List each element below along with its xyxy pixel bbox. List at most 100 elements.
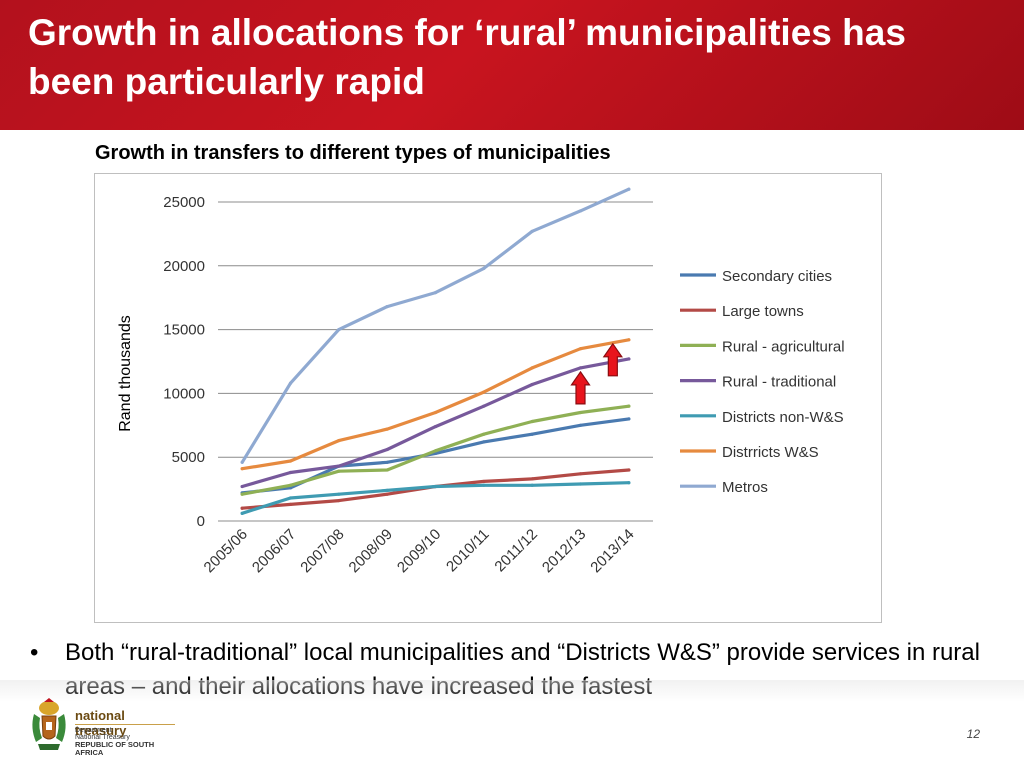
data-point [578, 209, 583, 213]
data-point [288, 483, 293, 487]
data-point [482, 479, 486, 484]
data-point [482, 404, 486, 408]
data-point [530, 483, 534, 487]
chart-heading: Growth in transfers to different types o… [95, 142, 611, 164]
data-point [578, 410, 583, 415]
legend-label: Rural - agricultural [722, 338, 845, 355]
data-point [482, 483, 486, 487]
data-point [627, 417, 631, 421]
data-point [578, 423, 583, 427]
y-axis-label: Rand thousands [117, 315, 134, 432]
data-point [627, 468, 631, 472]
x-tick-label: 2006/07 [249, 526, 299, 576]
data-point [240, 511, 244, 515]
y-tick-label: 15000 [163, 322, 205, 339]
national-treasury-logo: national treasury Department: National T… [28, 698, 178, 757]
x-tick-label: 2009/10 [394, 526, 444, 576]
y-tick-label: 0 [197, 513, 205, 530]
data-point [433, 424, 438, 429]
data-point [385, 460, 389, 464]
x-tick-label: 2013/14 [587, 526, 637, 576]
legend-label: Rural - traditional [722, 374, 836, 391]
dept-line-2: National Treasury [75, 734, 130, 741]
data-point [530, 477, 534, 481]
data-point [337, 328, 341, 332]
data-point [337, 439, 341, 443]
data-point [240, 506, 244, 510]
x-tick-label: 2010/11 [443, 526, 493, 576]
data-point [530, 366, 534, 370]
data-point [240, 460, 244, 464]
data-point [433, 449, 438, 453]
data-point [433, 484, 438, 489]
data-point [482, 266, 486, 270]
data-point [288, 496, 293, 500]
data-point [578, 366, 583, 370]
bullet-text: Both “rural-traditional” local municipal… [65, 639, 980, 700]
data-point [578, 347, 583, 351]
y-tick-label: 25000 [163, 194, 205, 211]
data-point [385, 488, 389, 492]
data-point [578, 482, 583, 486]
data-point [530, 382, 534, 387]
data-point [482, 432, 486, 436]
data-point [385, 447, 389, 452]
data-point [433, 410, 438, 415]
slide-title: Growth in allocations for ‘rural’ munici… [28, 12, 906, 102]
x-tick-label: 2011/12 [491, 526, 541, 576]
data-point [240, 484, 244, 489]
data-point [627, 404, 631, 408]
series-line [240, 187, 631, 464]
data-point [530, 419, 534, 424]
data-point [385, 468, 389, 472]
y-tick-label: 20000 [163, 258, 205, 275]
data-point [530, 229, 534, 233]
legend-label: Distrricts W&S [722, 444, 819, 461]
data-point [627, 357, 631, 361]
data-point [337, 498, 341, 503]
data-point [627, 187, 631, 191]
data-point [337, 492, 341, 496]
data-point [627, 338, 631, 342]
data-point [337, 469, 341, 473]
x-tick-label: 2007/08 [297, 526, 347, 576]
legend-label: Large towns [722, 303, 804, 320]
dept-line-3: REPUBLIC OF SOUTH AFRICA [75, 740, 155, 757]
bullet-marker: • [30, 639, 39, 666]
line-chart: 0 5000 10000 15000 20000 25000 Rand thousands 2… [117, 187, 845, 576]
data-point [578, 472, 583, 476]
data-point [385, 305, 389, 309]
data-point [385, 427, 389, 431]
series-line [240, 468, 631, 510]
data-point [530, 432, 534, 436]
series-line [240, 357, 631, 489]
data-point [433, 290, 438, 295]
dept-line-1: Department: [75, 727, 114, 734]
up-arrow-icon [570, 370, 591, 405]
up-arrow-icon [602, 342, 623, 377]
x-tick-label: 2012/13 [539, 526, 589, 576]
data-point [627, 481, 631, 485]
legend-label: Metros [722, 479, 768, 496]
x-tick-label: 2008/09 [346, 526, 396, 576]
y-tick-label: 10000 [163, 385, 205, 402]
x-tick-label: 2005/06 [201, 526, 251, 576]
y-tick-label: 5000 [172, 449, 205, 466]
data-point [240, 492, 244, 496]
slide-header: Growth in allocations for ‘rural’ munici… [0, 0, 1024, 130]
data-point [482, 440, 486, 444]
brand-name: national treasury [75, 708, 127, 738]
page-number: 12 [966, 727, 980, 741]
data-point [288, 470, 293, 475]
data-point [337, 464, 341, 468]
data-point [288, 459, 293, 463]
data-point [240, 467, 244, 471]
chart-area: 0 5000 10000 15000 20000 25000 Rand thousands 2… [94, 173, 882, 623]
legend-label: Secondary cities [722, 268, 832, 285]
data-point [482, 390, 486, 394]
coat-of-arms-icon [32, 698, 66, 750]
brand-rule [75, 724, 175, 725]
data-point [288, 502, 293, 507]
legend-label: Districts non-W&S [722, 409, 844, 426]
data-point [385, 492, 389, 496]
